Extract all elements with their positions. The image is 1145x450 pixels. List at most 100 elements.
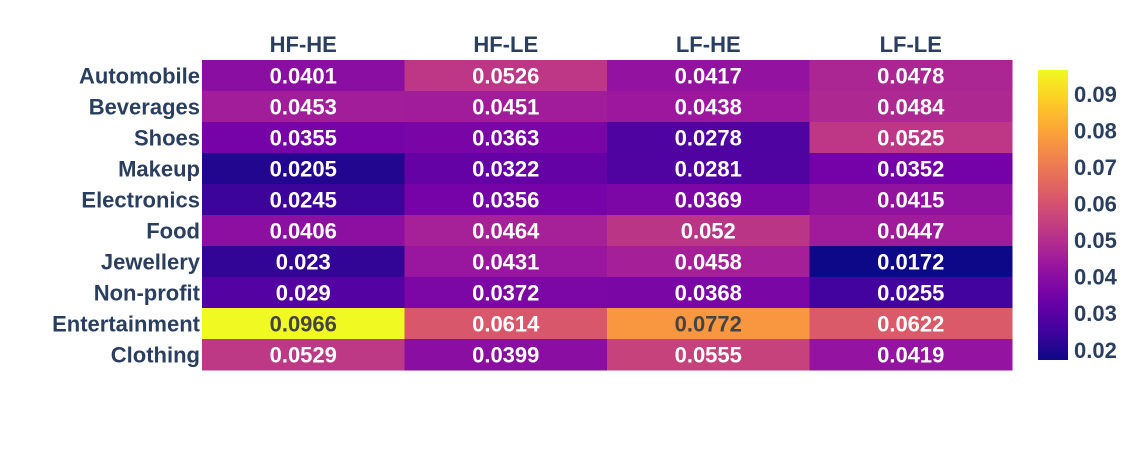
colorbar-tick-label: 0.07 <box>1074 155 1117 180</box>
row-tick-label: Shoes <box>134 126 200 151</box>
colorbar-tick-label: 0.02 <box>1074 338 1117 363</box>
heatmap-cell <box>607 122 810 154</box>
colorbar-tick-label: 0.08 <box>1074 119 1117 144</box>
cell-value-label: 0.0352 <box>877 157 944 182</box>
heatmap-cell <box>607 91 810 123</box>
colorbar-tick-label: 0.06 <box>1074 192 1117 217</box>
cell-value-label: 0.0614 <box>472 312 540 337</box>
column-tick-label: HF-HE <box>270 32 337 57</box>
cell-value-label: 0.0415 <box>877 188 944 213</box>
cell-value-label: 0.023 <box>276 250 331 275</box>
cell-value-label: 0.0363 <box>472 126 539 151</box>
cell-value-label: 0.0172 <box>877 250 944 275</box>
heatmap-cell <box>809 153 1013 185</box>
column-tick-labels: HF-HE HF-LE LF-HE LF-LE <box>270 32 942 57</box>
heatmap-cell <box>202 91 405 123</box>
heatmap-cell <box>202 122 405 154</box>
column-tick-label: HF-LE <box>473 32 538 57</box>
cell-value-label: 0.0399 <box>472 343 539 368</box>
heatmap-cell <box>607 308 810 340</box>
heatmap-cell <box>404 215 608 247</box>
heatmap-cell <box>809 308 1013 340</box>
cell-value-label: 0.0369 <box>675 188 742 213</box>
cell-value-label: 0.0431 <box>472 250 539 275</box>
cell-value-label: 0.0555 <box>675 343 742 368</box>
heatmap-cell <box>809 215 1013 247</box>
cell-value-label: 0.029 <box>276 281 331 306</box>
row-tick-label: Makeup <box>118 157 200 182</box>
cell-value-label: 0.0453 <box>270 95 337 120</box>
cell-value-label: 0.0966 <box>270 312 337 337</box>
heatmap-cell <box>404 246 608 278</box>
cell-value-label: 0.052 <box>681 219 736 244</box>
cell-value-label: 0.0447 <box>877 219 944 244</box>
cell-value-label: 0.0484 <box>877 95 945 120</box>
cell-value-label: 0.0355 <box>270 126 337 151</box>
heatmap-cell <box>809 339 1013 371</box>
heatmap-cell <box>809 60 1013 92</box>
colorbar-tick-label: 0.04 <box>1074 265 1118 290</box>
row-tick-label: Non-profit <box>94 281 201 306</box>
row-tick-labels: Automobile Beverages Shoes Makeup Electronic… <box>52 64 201 368</box>
heatmap-cell <box>202 60 405 92</box>
heatmap-cell <box>202 153 405 185</box>
cell-value-label: 0.0356 <box>472 188 539 213</box>
heatmap-cell <box>404 60 608 92</box>
cell-value-label: 0.0438 <box>675 95 742 120</box>
cell-value-label: 0.0281 <box>675 157 742 182</box>
colorbar <box>1038 70 1068 360</box>
heatmap-cell <box>607 277 810 309</box>
row-tick-label: Clothing <box>111 343 200 368</box>
cell-value-label: 0.0401 <box>270 64 337 89</box>
heatmap-cell <box>404 153 608 185</box>
row-tick-label: Electronics <box>81 188 200 213</box>
cell-value-label: 0.0526 <box>472 64 539 89</box>
heatmap-cell <box>404 91 608 123</box>
row-tick-label: Beverages <box>89 95 200 120</box>
heatmap-cell <box>607 246 810 278</box>
heatmap-cell <box>809 184 1013 216</box>
heatmap-cells <box>202 60 1013 371</box>
heatmap-cell <box>202 246 405 278</box>
cell-value-label: 0.0419 <box>877 343 944 368</box>
heatmap-cell <box>607 339 810 371</box>
colorbar-tick-label: 0.09 <box>1074 82 1117 107</box>
cell-value-label: 0.0322 <box>472 157 539 182</box>
cell-value-label: 0.0451 <box>472 95 539 120</box>
row-tick-label: Jewellery <box>101 250 201 275</box>
cell-value-label: 0.0278 <box>675 126 742 151</box>
heatmap-cell <box>202 184 405 216</box>
heatmap-cell <box>607 60 810 92</box>
heatmap-cell <box>404 277 608 309</box>
heatmap-cell <box>202 277 405 309</box>
heatmap-cell <box>607 184 810 216</box>
heatmap-cell <box>404 308 608 340</box>
cell-value-label: 0.0245 <box>270 188 337 213</box>
cell-value-label: 0.0525 <box>877 126 944 151</box>
cell-value-label: 0.0255 <box>877 281 944 306</box>
cell-value-label: 0.0458 <box>675 250 742 275</box>
row-tick-label: Food <box>146 219 200 244</box>
column-tick-label: LF-HE <box>676 32 741 57</box>
cell-value-label: 0.0372 <box>472 281 539 306</box>
heatmap-cell <box>809 277 1013 309</box>
heatmap-cell <box>404 339 608 371</box>
heatmap-cell <box>809 91 1013 123</box>
cell-value-label: 0.0205 <box>270 157 337 182</box>
row-tick-label: Automobile <box>79 64 200 89</box>
colorbar-tick-label: 0.03 <box>1074 301 1117 326</box>
cell-value-label: 0.0368 <box>675 281 742 306</box>
cell-value-label: 0.0478 <box>877 64 944 89</box>
cell-value-label: 0.0622 <box>877 312 944 337</box>
heatmap-cell-labels: 0.0401 0.0526 0.0417 0.0478 0.0453 0.0451 0.04… <box>270 64 946 368</box>
cell-value-label: 0.0772 <box>675 312 742 337</box>
heatmap-cell <box>202 339 405 371</box>
heatmap-cell <box>809 246 1013 278</box>
cell-value-label: 0.0529 <box>270 343 337 368</box>
heatmap-cell <box>809 122 1013 154</box>
colorbar-tick-label: 0.05 <box>1074 228 1117 253</box>
cell-value-label: 0.0417 <box>675 64 742 89</box>
heatmap-cell <box>607 215 810 247</box>
heatmap-cell <box>607 153 810 185</box>
